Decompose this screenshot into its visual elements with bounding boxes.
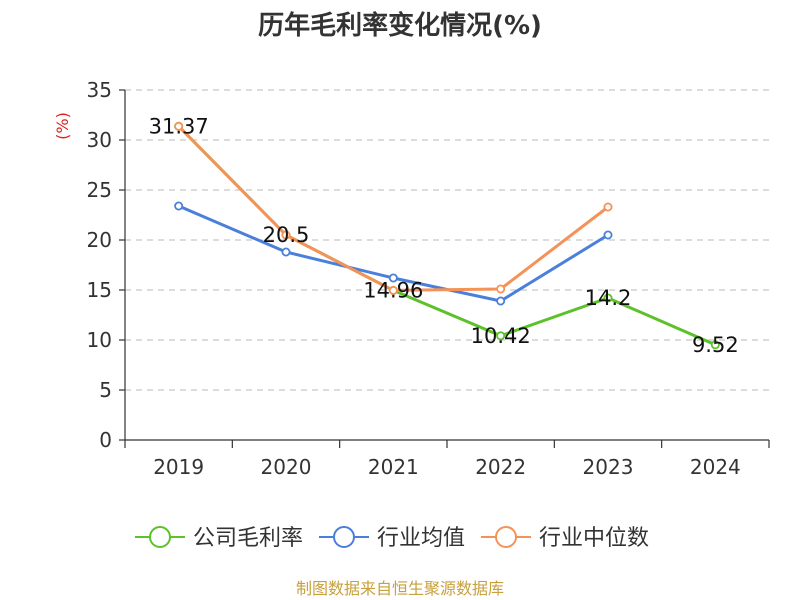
legend-marker <box>333 526 355 548</box>
data-labels: 31.37 20.5 14.96 10.42 14.2 9.52 <box>149 114 739 356</box>
data-point <box>496 296 506 306</box>
data-point <box>603 202 613 212</box>
data-point <box>496 331 506 341</box>
series-lines <box>174 121 720 350</box>
data-point <box>174 201 184 211</box>
y-tick-label: 0 <box>99 428 112 452</box>
chart-title: 历年毛利率变化情况(%) <box>258 10 542 41</box>
source-note: 制图数据来自恒生聚源数据库 <box>296 579 504 598</box>
legend: 公司毛利率 行业均值 行业中位数 <box>135 526 649 551</box>
data-point <box>281 230 291 240</box>
series-line <box>177 125 716 347</box>
grid <box>125 89 769 391</box>
data-point <box>174 121 184 131</box>
data-label: 10.42 <box>471 324 531 348</box>
data-label: 14.96 <box>363 278 423 302</box>
x-tick-label: 2019 <box>153 455 204 479</box>
legend-label: 行业中位数 <box>539 526 649 551</box>
y-tick-label: 30 <box>87 128 112 152</box>
data-point <box>388 285 398 295</box>
y-tick-label: 25 <box>87 178 112 202</box>
x-tick-label: 2024 <box>690 455 741 479</box>
legend-item: 公司毛利率 <box>135 526 303 551</box>
data-point <box>496 284 506 294</box>
data-point <box>281 247 291 257</box>
y-tick-label: 35 <box>87 78 112 102</box>
legend-marker <box>149 526 171 548</box>
data-label: 20.5 <box>263 223 310 247</box>
axes: 0 5 10 15 20 25 30 35 2019 2020 2021 2022 2023 2024 <box>87 78 770 479</box>
series-line <box>177 125 609 292</box>
y-tick-label: 15 <box>87 278 112 302</box>
data-point <box>603 293 613 303</box>
series-2 <box>174 201 613 306</box>
y-tick-label: 20 <box>87 228 112 252</box>
data-label: 31.37 <box>149 114 209 138</box>
x-tick-label: 2022 <box>475 455 526 479</box>
legend-item: 行业均值 <box>319 526 465 551</box>
legend-item: 行业中位数 <box>481 526 649 551</box>
legend-label: 行业均值 <box>377 526 465 551</box>
series-3 <box>174 121 613 295</box>
x-tick-label: 2023 <box>583 455 634 479</box>
y-tick-label: 10 <box>87 328 112 352</box>
data-label: 9.52 <box>692 333 739 357</box>
data-label: 14.2 <box>585 286 632 310</box>
data-point <box>710 340 720 350</box>
x-tick-label: 2021 <box>368 455 419 479</box>
legend-marker <box>495 526 517 548</box>
legend-label: 公司毛利率 <box>193 526 303 551</box>
data-point <box>388 273 398 283</box>
y-axis-label: (%) <box>53 112 72 140</box>
data-point <box>603 230 613 240</box>
y-tick-label: 5 <box>99 378 112 402</box>
x-tick-label: 2020 <box>261 455 312 479</box>
series-1 <box>174 121 720 350</box>
